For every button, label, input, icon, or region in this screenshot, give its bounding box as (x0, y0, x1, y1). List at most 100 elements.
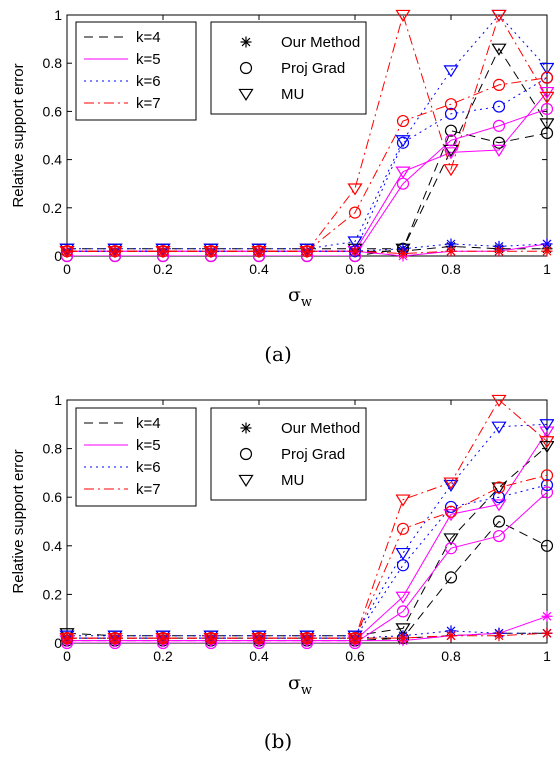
data-point-circle (444, 500, 458, 514)
data-point-star (541, 610, 553, 622)
data-point-triangle (251, 632, 267, 646)
data-point-triangle (539, 419, 554, 432)
x-tick-label: 0 (63, 261, 71, 277)
y-tick-label: 0 (54, 635, 62, 651)
x-tick-label: 0.4 (249, 648, 269, 664)
data-point-circle (396, 136, 410, 149)
y-tick-label: 1 (54, 7, 62, 23)
x-tick-label: 1 (543, 261, 551, 277)
data-point-star (445, 630, 457, 642)
legend-marker-star (240, 36, 252, 48)
data-point-triangle (395, 547, 411, 561)
data-point-triangle (155, 632, 171, 646)
data-point-star (397, 632, 409, 644)
legend-label: k=4 (136, 29, 161, 46)
data-point-triangle (347, 236, 363, 249)
legend-label: k=7 (136, 95, 161, 112)
data-point-circle (540, 71, 554, 84)
series-markers-a (59, 9, 554, 263)
data-point-triangle (395, 591, 411, 604)
data-point-circle (492, 100, 506, 113)
axes-b: 0 0.2 0.4 0.6 0.8 1 0 0.2 0.4 0.6 0.8 1 (43, 392, 552, 664)
x-tick-label: 1 (543, 648, 551, 664)
data-point-star (541, 238, 553, 250)
x-tick-label: 0.8 (441, 261, 461, 277)
x-tick-label: 0.6 (345, 648, 365, 664)
data-point-circle (540, 486, 554, 499)
legend-methods-box-b (210, 407, 367, 501)
x-tick-label: 0.6 (345, 261, 365, 277)
x-tick-label: 0 (63, 648, 71, 664)
data-point-circle (492, 78, 506, 91)
legend-methods-a: Our Method Proj Grad MU (210, 21, 367, 115)
data-point-triangle (443, 164, 459, 177)
legend-label: k=4 (136, 415, 161, 432)
y-tick-label: 0.6 (43, 489, 63, 505)
legend-marker-circle (239, 447, 253, 461)
legend-label: k=5 (136, 51, 161, 68)
data-point-triangle (251, 246, 267, 259)
data-point-triangle (203, 630, 219, 643)
series-markers-b (59, 394, 554, 650)
data-point-star (493, 630, 505, 642)
data-point-triangle (59, 632, 75, 646)
chart-b: 0 0.2 0.4 0.6 0.8 1 0 0.2 0.4 0.6 0.8 1 Relative su… (10, 392, 554, 753)
x-axis-label-b: σw (288, 672, 312, 698)
legend-label: k=6 (136, 459, 161, 476)
data-point-triangle (299, 243, 315, 256)
data-point-triangle (443, 65, 459, 78)
data-point-circle (492, 515, 506, 528)
data-point-circle (492, 481, 506, 494)
data-point-triangle (443, 533, 459, 546)
data-point-triangle (539, 62, 554, 76)
series-line-k4-circle (67, 130, 547, 256)
data-point-triangle (395, 166, 411, 179)
legend-marker-star (240, 422, 252, 434)
data-point-circle (444, 571, 458, 584)
data-point-triangle (491, 421, 507, 434)
data-point-triangle (443, 479, 459, 493)
data-point-triangle (155, 630, 171, 643)
data-point-triangle (491, 43, 507, 56)
y-tick-label: 0.8 (43, 55, 63, 71)
data-point-triangle (347, 183, 363, 196)
data-point-star (349, 245, 361, 257)
data-point-circle (540, 469, 554, 482)
legend-methods-box-a (210, 21, 367, 115)
data-point-triangle (539, 91, 554, 104)
data-point-triangle (347, 630, 363, 643)
legend-marker-triangle (238, 88, 254, 101)
y-tick-label: 0.2 (43, 586, 63, 602)
data-point-triangle (59, 243, 75, 256)
data-point-circle (396, 114, 410, 128)
data-point-triangle (491, 482, 507, 495)
legend-k-a: k=4 k=5 k=6 k=7 (75, 21, 197, 121)
y-axis-label-b: Relative support error (10, 449, 27, 593)
series-line-k5-circle (67, 491, 547, 643)
x-axis-label-a: σw (288, 284, 312, 310)
y-tick-label: 0.4 (43, 152, 63, 168)
data-point-star (541, 245, 553, 257)
data-point-triangle (203, 246, 219, 259)
data-point-triangle (395, 623, 411, 636)
data-point-circle (348, 206, 362, 219)
data-point-triangle (395, 494, 411, 507)
data-point-triangle (539, 118, 554, 131)
data-point-triangle (251, 630, 267, 643)
y-tick-label: 0.6 (43, 103, 63, 119)
y-tick-label: 1 (54, 392, 62, 408)
data-point-circle (540, 478, 554, 492)
legend-label: MU (281, 472, 304, 489)
data-point-triangle (395, 135, 411, 148)
series-line-k5-circle (67, 108, 547, 256)
data-point-triangle (59, 246, 75, 259)
chart-a: 0 0.2 0.4 0.6 0.8 1 0 0.2 0.4 0.6 0.8 1 Relative su… (10, 7, 554, 366)
data-point-circle (492, 136, 506, 149)
axes-a: 0 0.2 0.4 0.6 0.8 1 0 0.2 0.4 0.6 0.8 1 (43, 7, 552, 277)
legend-label: Our Method (281, 34, 360, 51)
legend-label: Proj Grad (281, 60, 345, 77)
legend-methods-b: Our Method Proj Grad MU (210, 407, 367, 501)
data-point-triangle (539, 436, 554, 449)
data-point-star (397, 248, 409, 260)
data-point-circle (492, 491, 506, 504)
